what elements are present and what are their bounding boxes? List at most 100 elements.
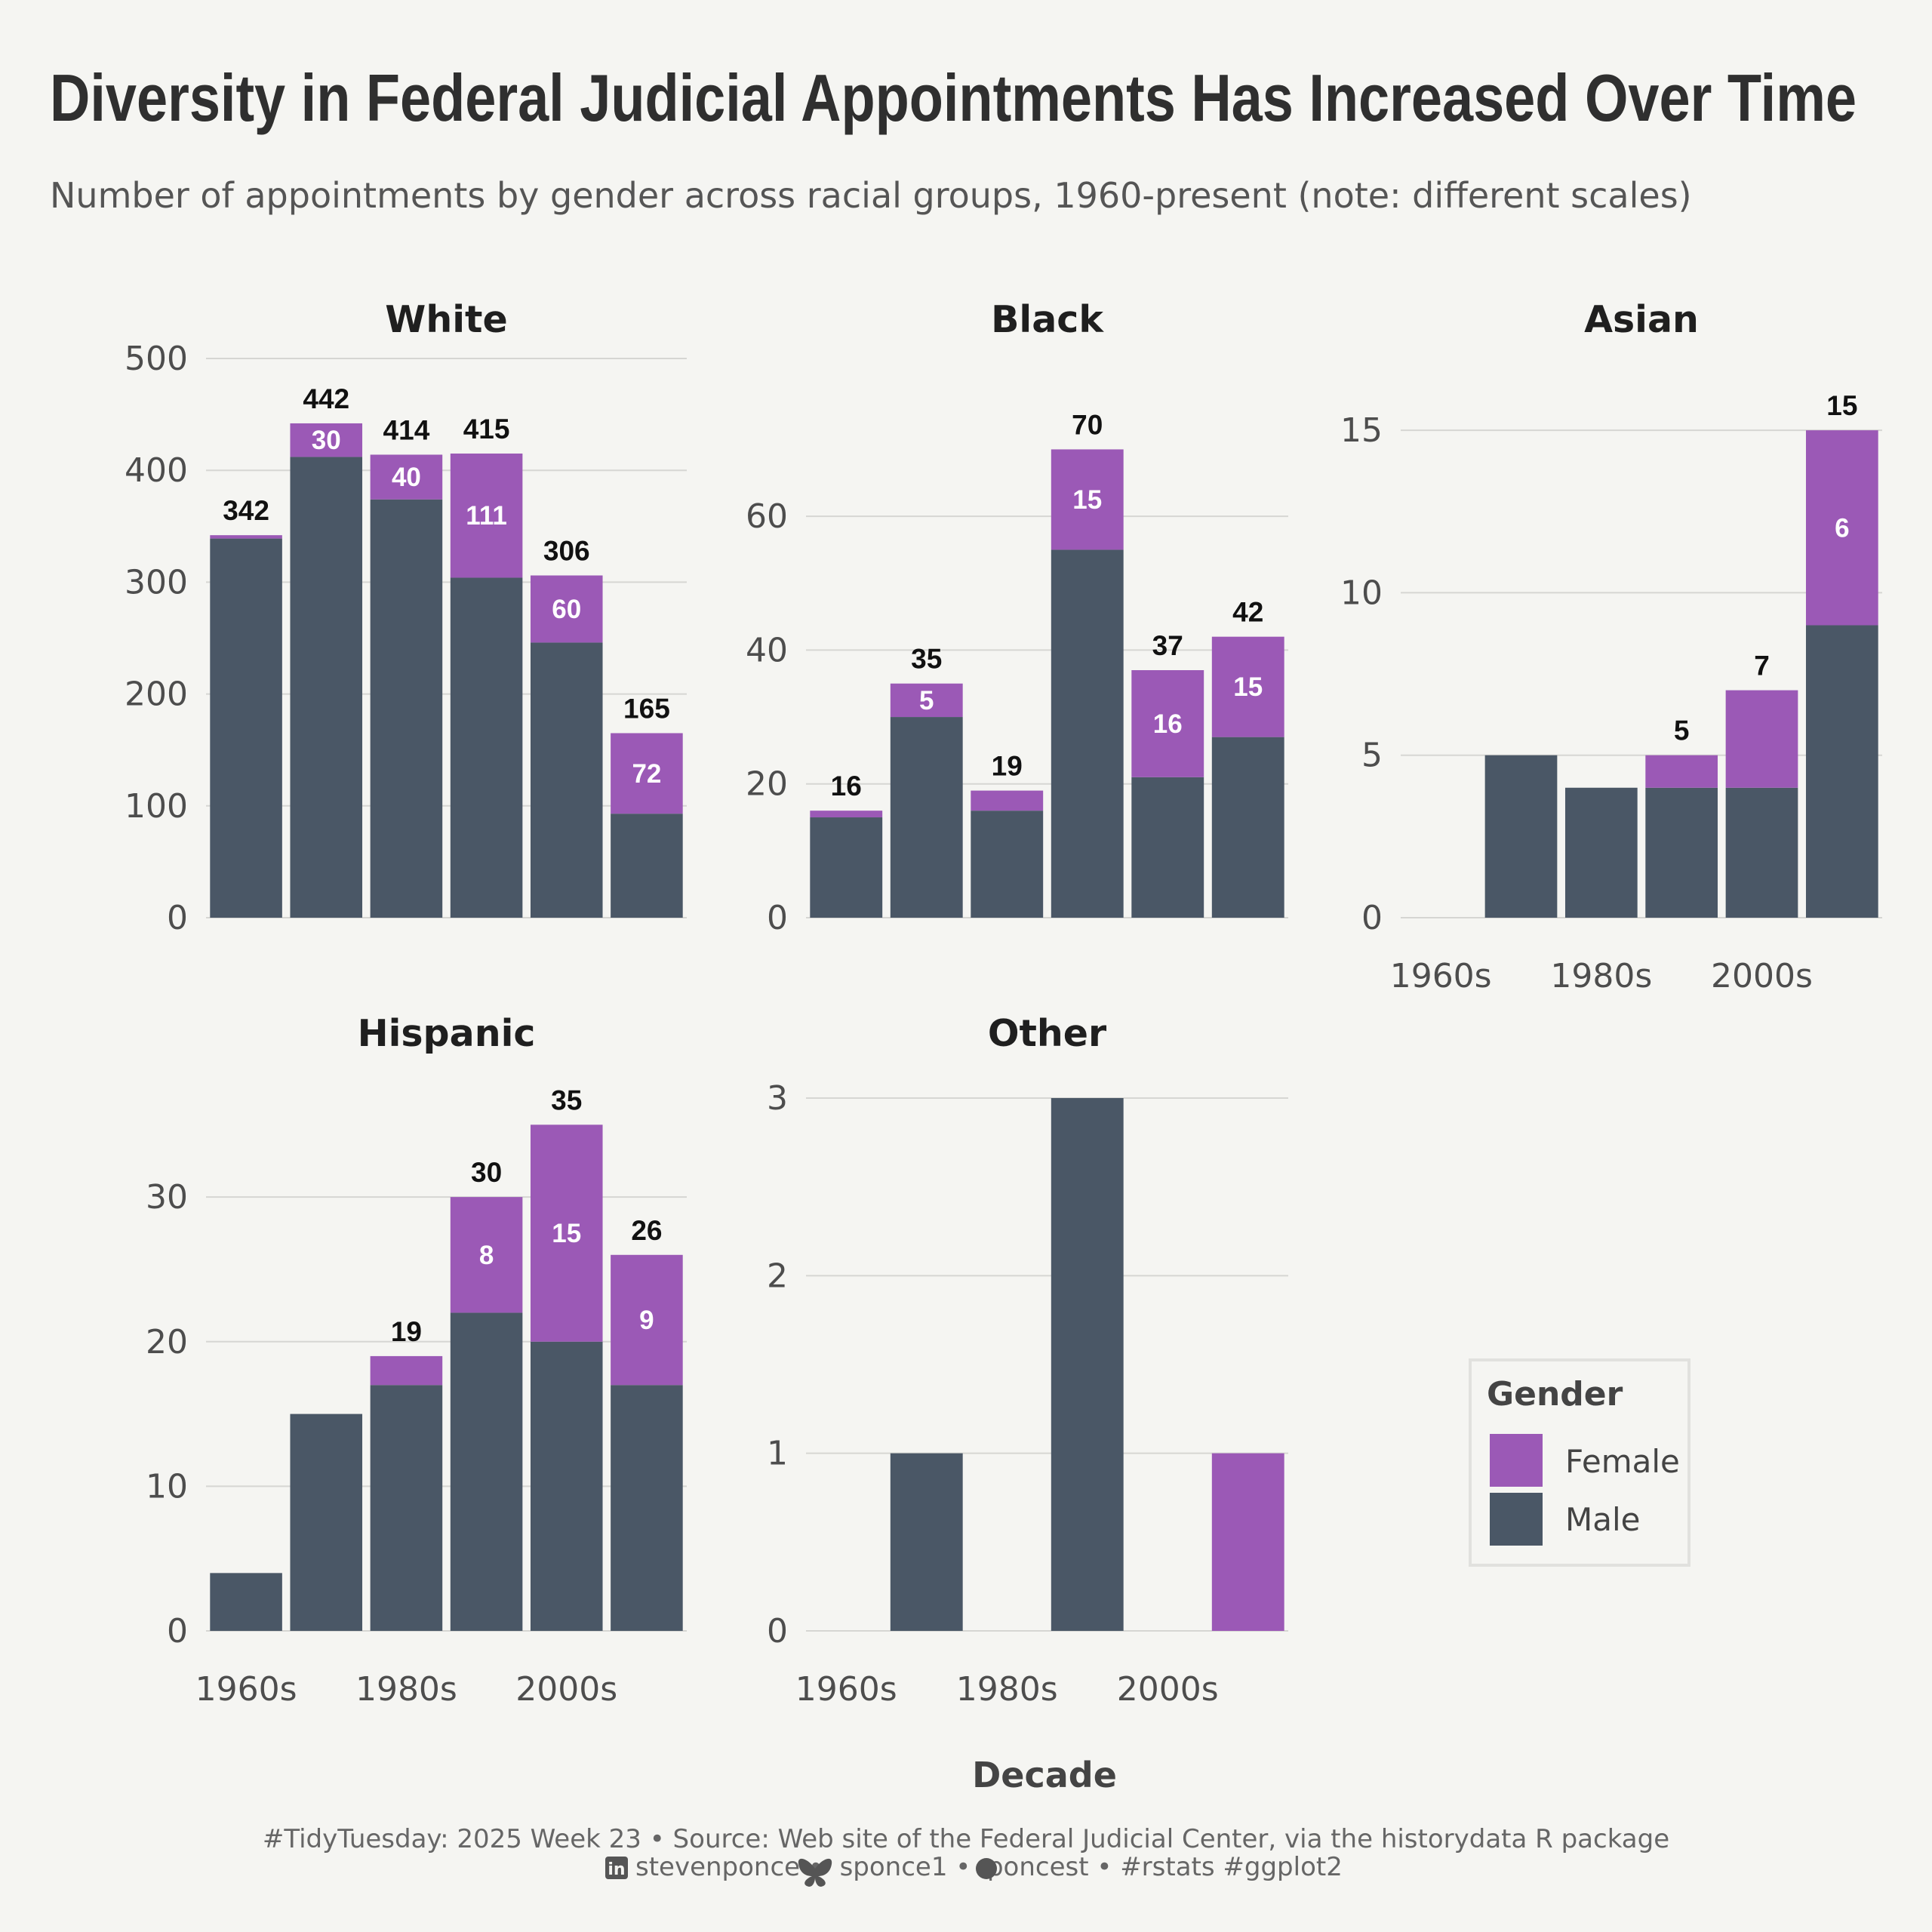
bar-male-black-1960s: [810, 817, 883, 918]
total-count-label: 15: [1826, 390, 1857, 421]
facet-other: Other 0 1 2 3 1960s 1980s 2000s: [767, 1012, 1288, 1709]
y-tick-label: 100: [125, 787, 188, 826]
bar-female-hispanic-1980s: [370, 1355, 443, 1386]
facet-title-black: Black: [991, 298, 1104, 341]
y-tick-label: 200: [125, 675, 188, 714]
y-tick-label: 40: [746, 631, 788, 669]
linkedin-icon: [605, 1857, 628, 1879]
total-count-label: 42: [1232, 597, 1263, 628]
total-count-label: 442: [303, 383, 349, 414]
total-count-label: 37: [1152, 630, 1183, 661]
bar-female-black-2010s: [1211, 636, 1284, 737]
bar-female-asian-2010s: [1805, 430, 1878, 626]
bar-female-asian-2000s: [1725, 690, 1798, 788]
y-tick-label: 20: [146, 1323, 188, 1361]
chart-title: Diversity in Federal Judicial Appointmen…: [50, 60, 1857, 135]
bar-male-hispanic-2000s: [530, 1341, 603, 1631]
facet-title-white: White: [385, 298, 507, 341]
x-tick-label: 1980s: [1550, 957, 1652, 995]
y-tick-label: 0: [167, 1612, 188, 1651]
total-count-label: 415: [463, 414, 510, 445]
legend-title: Gender: [1487, 1375, 1623, 1414]
y-tick-label: 3: [767, 1079, 788, 1118]
bar-male-asian-1990s: [1645, 787, 1718, 918]
y-tick-label: 0: [1361, 899, 1383, 937]
bar-female-asian-1990s: [1645, 755, 1718, 788]
total-count-label: 30: [471, 1157, 502, 1188]
total-count-label: 414: [383, 414, 430, 445]
bar-male-white-2010s: [611, 814, 683, 918]
facet-panels: White01002003004005003423044240414111415…: [125, 298, 1882, 1709]
facet-asian: Asian 0 5 10 15 5 7 6 15 1960s 1980s 2000s: [1340, 298, 1882, 995]
linkedin-icon-glyph: in: [608, 1860, 625, 1879]
chart-subtitle: Number of appointments by gender across …: [50, 175, 1692, 216]
caption: #TidyTuesday: 2025 Week 23 • Source: Web…: [263, 1824, 1669, 1887]
bar-male-white-1990s: [450, 577, 523, 918]
caption-line-2-group: in stevenponce • sponce1 • poncest • #rs…: [605, 1852, 1343, 1887]
bluesky-icon: [798, 1858, 832, 1887]
facet-white: White 0 100 200 300 400 500 342 30 442 40 414 111 415…: [125, 298, 687, 937]
bar-female-hispanic-2000s: [530, 1124, 603, 1342]
female-count-label: 15: [552, 1219, 581, 1248]
x-tick-label: 2000s: [1117, 1670, 1219, 1709]
legend-label-male: Male: [1565, 1501, 1640, 1538]
x-tick-label: 2000s: [515, 1670, 617, 1709]
y-tick-label: 15: [1340, 411, 1383, 450]
bar-female-white-1960s: [210, 535, 282, 539]
bar-male-other-1990s: [1051, 1098, 1124, 1631]
bar-male-hispanic-1970s: [290, 1414, 363, 1631]
bar-male-other-1970s: [890, 1453, 963, 1631]
legend-swatch-male: [1490, 1493, 1543, 1546]
facet-title-other: Other: [988, 1012, 1107, 1055]
y-tick-label: 30: [146, 1178, 188, 1217]
y-tick-label: 0: [767, 899, 788, 937]
female-count-label: 15: [1072, 485, 1102, 515]
total-count-label: 7: [1754, 651, 1770, 681]
x-tick-label: 1980s: [956, 1670, 1058, 1709]
bar-female-black-1980s: [971, 790, 1044, 811]
bar-female-white-2010s: [611, 733, 683, 814]
y-tick-label: 20: [746, 765, 788, 804]
y-tick-label: 0: [767, 1612, 788, 1651]
total-count-label: 26: [631, 1215, 662, 1246]
y-tick-label: 10: [1340, 574, 1383, 612]
bar-female-white-2000s: [530, 575, 603, 643]
female-count-label: 40: [392, 463, 421, 492]
x-tick-label: 1980s: [355, 1670, 457, 1709]
bar-female-black-1960s: [810, 811, 883, 818]
y-tick-label: 2: [767, 1257, 788, 1295]
bar-male-asian-1970s: [1484, 755, 1558, 918]
bar-male-asian-2000s: [1725, 787, 1798, 918]
female-count-label: 60: [552, 595, 581, 624]
female-count-label: 8: [479, 1241, 494, 1270]
female-count-label: 15: [1233, 672, 1263, 702]
bar-male-hispanic-2010s: [611, 1385, 683, 1631]
bar-male-black-1980s: [971, 811, 1044, 918]
bar-male-asian-2010s: [1805, 625, 1878, 918]
bar-female-hispanic-1990s: [450, 1197, 523, 1313]
bar-male-black-1990s: [1051, 549, 1124, 918]
y-tick-label: 10: [146, 1467, 188, 1506]
bar-male-black-2010s: [1211, 737, 1284, 918]
bar-female-black-1990s: [1051, 449, 1124, 550]
bar-female-other-2010s: [1211, 1453, 1284, 1631]
bar-female-white-1980s: [370, 454, 443, 500]
total-count-label: 306: [543, 536, 590, 567]
bar-male-hispanic-1990s: [450, 1312, 523, 1631]
bar-female-white-1990s: [450, 453, 523, 578]
bar-male-white-1970s: [290, 457, 363, 918]
total-count-label: 342: [223, 495, 269, 526]
x-tick-label: 2000s: [1711, 957, 1813, 995]
bar-male-asian-1980s: [1564, 787, 1638, 918]
bar-female-hispanic-2010s: [611, 1254, 683, 1386]
legend-swatch-female: [1490, 1434, 1543, 1487]
female-count-label: 72: [632, 759, 661, 789]
female-count-label: 5: [919, 686, 934, 715]
female-count-label: 6: [1835, 513, 1849, 543]
bar-male-black-1970s: [890, 717, 963, 918]
female-count-label: 16: [1153, 709, 1183, 739]
bar-female-black-2000s: [1131, 670, 1204, 777]
caption-line-1: #TidyTuesday: 2025 Week 23 • Source: Web…: [263, 1824, 1669, 1854]
female-count-label: 9: [639, 1306, 654, 1335]
total-count-label: 19: [391, 1316, 422, 1347]
